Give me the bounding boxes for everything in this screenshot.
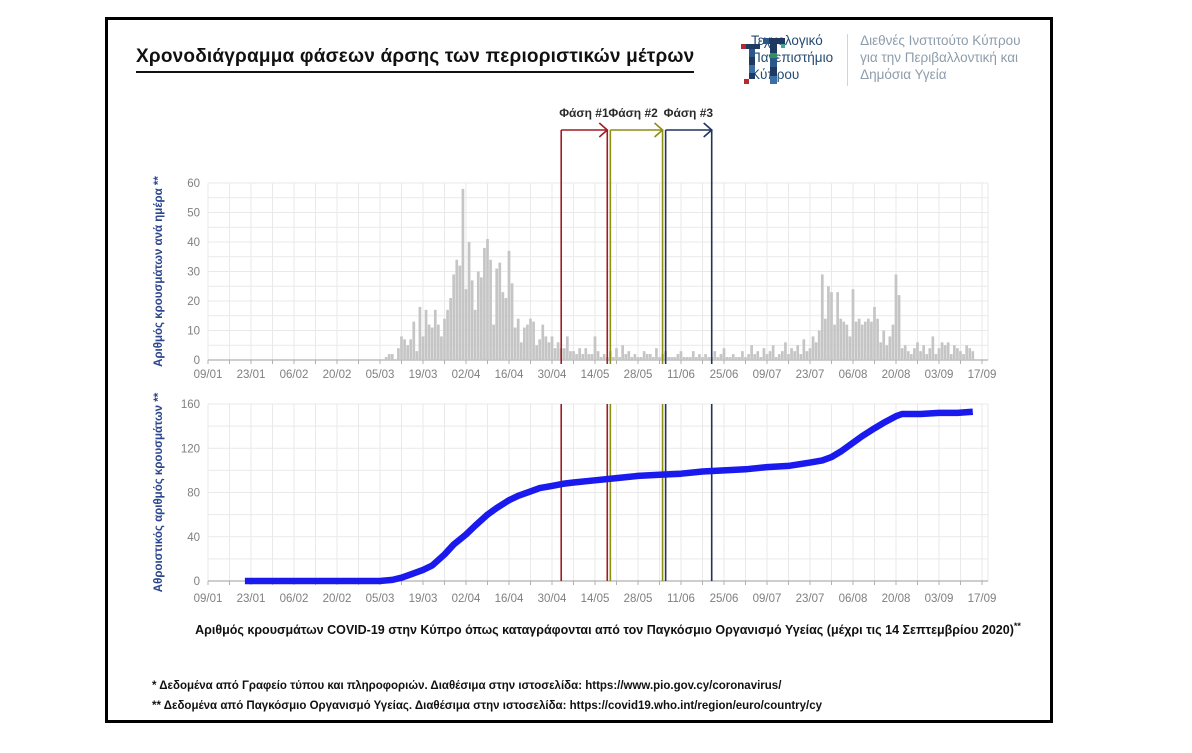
daily-bars <box>384 188 975 360</box>
x-tick-label: 16/04 <box>495 593 524 605</box>
daily-cases-chart: 0 10 20 30 40 50 60 09/01 23/01 06/02 20/02 05/03 19… <box>153 106 997 381</box>
y-tick-label: 20 <box>187 296 200 308</box>
x-tick-label: 25/06 <box>710 593 739 605</box>
y-tick-label: 0 <box>194 576 200 588</box>
x-tick-label: 20/08 <box>882 369 911 381</box>
x-tick-label: 25/06 <box>710 369 739 381</box>
x-tick-label: 09/01 <box>194 593 223 605</box>
phase-label: Φάση #1 <box>559 106 609 120</box>
y-tick-label: 30 <box>187 267 200 279</box>
arrow-right-icon <box>703 122 713 138</box>
caption-footnote-marker: ** <box>1013 621 1021 631</box>
caption-text: Αριθμός κρουσμάτων COVID-19 στην Κύπρο ό… <box>195 623 1014 638</box>
phase-label: Φάση #3 <box>664 106 714 120</box>
x-tick-label: 06/02 <box>280 593 309 605</box>
x-tick-label: 20/02 <box>323 593 352 605</box>
y-tick-label: 40 <box>187 237 200 249</box>
x-tick-label: 23/07 <box>796 369 825 381</box>
y-tick-label: 160 <box>181 399 200 411</box>
x-tick-label: 09/07 <box>753 593 782 605</box>
x-tick-label: 03/09 <box>925 593 954 605</box>
logo-institute-name: Διεθνές Ινστιτούτο Κύπρου για την Περιβα… <box>860 33 1021 82</box>
y-tick-label: 0 <box>194 355 200 367</box>
x-tick-label: 02/04 <box>452 369 481 381</box>
x-tick-label: 11/06 <box>667 369 695 381</box>
x-tick-label: 14/05 <box>581 593 610 605</box>
x-tick-label: 20/02 <box>323 369 352 381</box>
footnote-pio: * Δεδομένα από Γραφείο τύπου και πληροφο… <box>152 680 782 692</box>
poster-frame: Χρονοδιάγραμμα φάσεων άρσης των περιορισ… <box>105 17 1053 723</box>
logo-divider <box>847 34 849 86</box>
x-tick-label: 05/03 <box>366 369 395 381</box>
x-tick-label: 09/07 <box>753 369 782 381</box>
footnotes: * Δεδομένα από Γραφείο τύπου και πληροφο… <box>152 676 822 716</box>
x-tick-label: 30/04 <box>538 369 567 381</box>
y-tick-label: 40 <box>187 532 200 544</box>
grid <box>207 182 989 361</box>
y-axis-title: Αριθμός κρουσμάτων ανά ημέρα ** <box>153 176 165 367</box>
y-tick-label: 80 <box>187 488 200 500</box>
chart-caption: Αριθμός κρουσμάτων COVID-19 στην Κύπρο ό… <box>178 621 1038 637</box>
cumulative-line <box>244 408 974 585</box>
y-tick-label: 120 <box>181 443 200 455</box>
x-tick-label: 02/04 <box>452 593 481 605</box>
x-tick-label: 17/09 <box>968 369 997 381</box>
x-tick-label: 14/05 <box>581 369 610 381</box>
x-tick-label: 19/03 <box>409 593 438 605</box>
x-tick-label: 09/01 <box>194 369 223 381</box>
x-tick-label: 05/03 <box>366 593 395 605</box>
x-tick-label: 11/06 <box>667 593 695 605</box>
phase-label: Φάση #2 <box>608 106 658 120</box>
x-tick-label: 19/03 <box>409 369 438 381</box>
x-tick-label: 23/01 <box>237 369 266 381</box>
x-tick-label: 03/09 <box>925 369 954 381</box>
x-tick-label: 06/08 <box>839 369 868 381</box>
arrow-right-icon <box>598 122 609 138</box>
x-tick-label: 06/08 <box>839 593 868 605</box>
x-tick-label: 06/02 <box>280 369 309 381</box>
arrow-right-icon <box>654 122 664 138</box>
logo-block: Τεχνολογικό Πανεπιστήμιο Κύπρου Διεθνές … <box>741 32 1021 86</box>
x-tick-label: 28/05 <box>624 369 653 381</box>
cumulative-cases-chart: 0 40 80 120 160 09/01 23/01 06/02 20/02 05/03 19/0… <box>153 392 997 605</box>
x-tick-label: 17/09 <box>968 593 997 605</box>
page-title: Χρονοδιάγραμμα φάσεων άρσης των περιορισ… <box>136 46 695 73</box>
x-tick-label: 20/08 <box>882 593 911 605</box>
y-axis-title: Αθροιστικός αριθμός κρουσμάτων ** <box>153 392 165 592</box>
y-tick-label: 60 <box>187 178 200 190</box>
x-tick-label: 23/01 <box>237 593 266 605</box>
footnote-who: ** Δεδομένα από Παγκόσμιο Οργανισμό Υγεί… <box>152 700 823 712</box>
x-tick-label: 16/04 <box>495 369 524 381</box>
x-tick-label: 23/07 <box>796 593 825 605</box>
y-tick-label: 50 <box>187 208 200 220</box>
x-tick-label: 28/05 <box>624 593 653 605</box>
x-tick-label: 30/04 <box>538 593 567 605</box>
y-tick-label: 10 <box>187 326 200 338</box>
cut-logo-icon <box>741 38 785 84</box>
